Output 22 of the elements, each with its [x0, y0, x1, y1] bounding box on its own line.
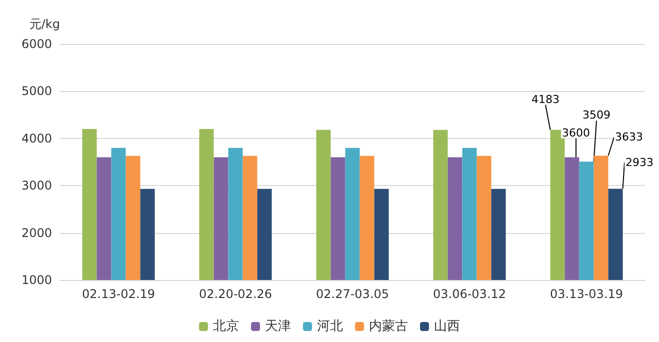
- y-tick-label: 5000: [21, 84, 52, 98]
- y-tick-label: 2000: [21, 226, 52, 240]
- y-tick-label: 3000: [21, 178, 52, 193]
- y-tick-label: 1000: [21, 273, 52, 287]
- legend-label: 内蒙古: [369, 319, 408, 334]
- y-axis-title: 元/kg: [29, 17, 60, 31]
- y-tick-label: 6000: [21, 37, 52, 51]
- data-label: 4183: [531, 92, 560, 106]
- x-tick-label: 02.27-03.05: [316, 287, 390, 301]
- data-label: 2933: [626, 156, 654, 169]
- x-tick-label: 02.13-02.19: [82, 287, 156, 301]
- data-label: 3633: [615, 130, 644, 144]
- legend-label: 河北: [317, 319, 343, 334]
- y-tick-label: 4000: [21, 131, 52, 146]
- legend-label: 天津: [265, 319, 291, 334]
- x-tick-label: 03.06-03.12: [432, 287, 506, 301]
- data-label: 3509: [582, 108, 610, 122]
- legend-label: 北京: [213, 319, 239, 334]
- legend-label: 山西: [434, 319, 460, 334]
- x-tick-label: 02.20-02.26: [198, 287, 272, 301]
- data-label: 3600: [562, 126, 590, 140]
- x-tick-label: 03.13-03.19: [550, 287, 624, 301]
